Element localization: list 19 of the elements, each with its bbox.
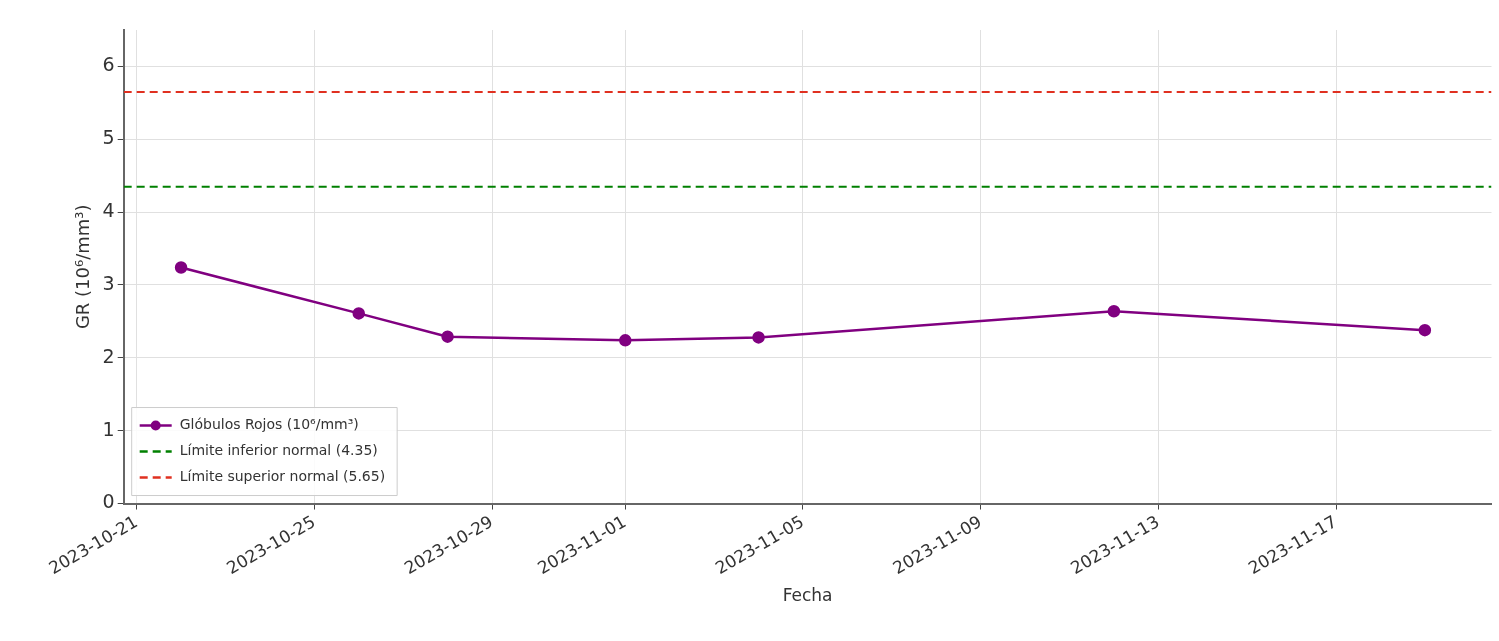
point bbox=[441, 330, 454, 343]
y-tick-label: 4 bbox=[102, 199, 115, 222]
y-tick-label: 5 bbox=[102, 126, 115, 149]
legend-label: Límite inferior normal (4.35) bbox=[179, 442, 378, 459]
legend-label: Límite superior normal (5.65) bbox=[179, 468, 386, 485]
point bbox=[752, 331, 765, 344]
y-tick-label: 6 bbox=[102, 53, 115, 76]
point bbox=[352, 307, 365, 320]
y-tick-label: 2 bbox=[102, 344, 115, 367]
point bbox=[1107, 304, 1121, 318]
x-axis-title: Fecha bbox=[782, 585, 833, 606]
y-tick-label: 1 bbox=[102, 417, 115, 440]
point bbox=[619, 334, 632, 347]
point bbox=[1418, 323, 1432, 337]
y-tick-label: 0 bbox=[102, 490, 115, 513]
y-tick-label: 3 bbox=[102, 271, 115, 294]
legend-label: Glóbulos Rojos (10⁶/mm³) bbox=[179, 416, 359, 433]
y-axis-title: GR (10⁶/mm³) bbox=[72, 204, 94, 330]
point bbox=[174, 261, 188, 274]
